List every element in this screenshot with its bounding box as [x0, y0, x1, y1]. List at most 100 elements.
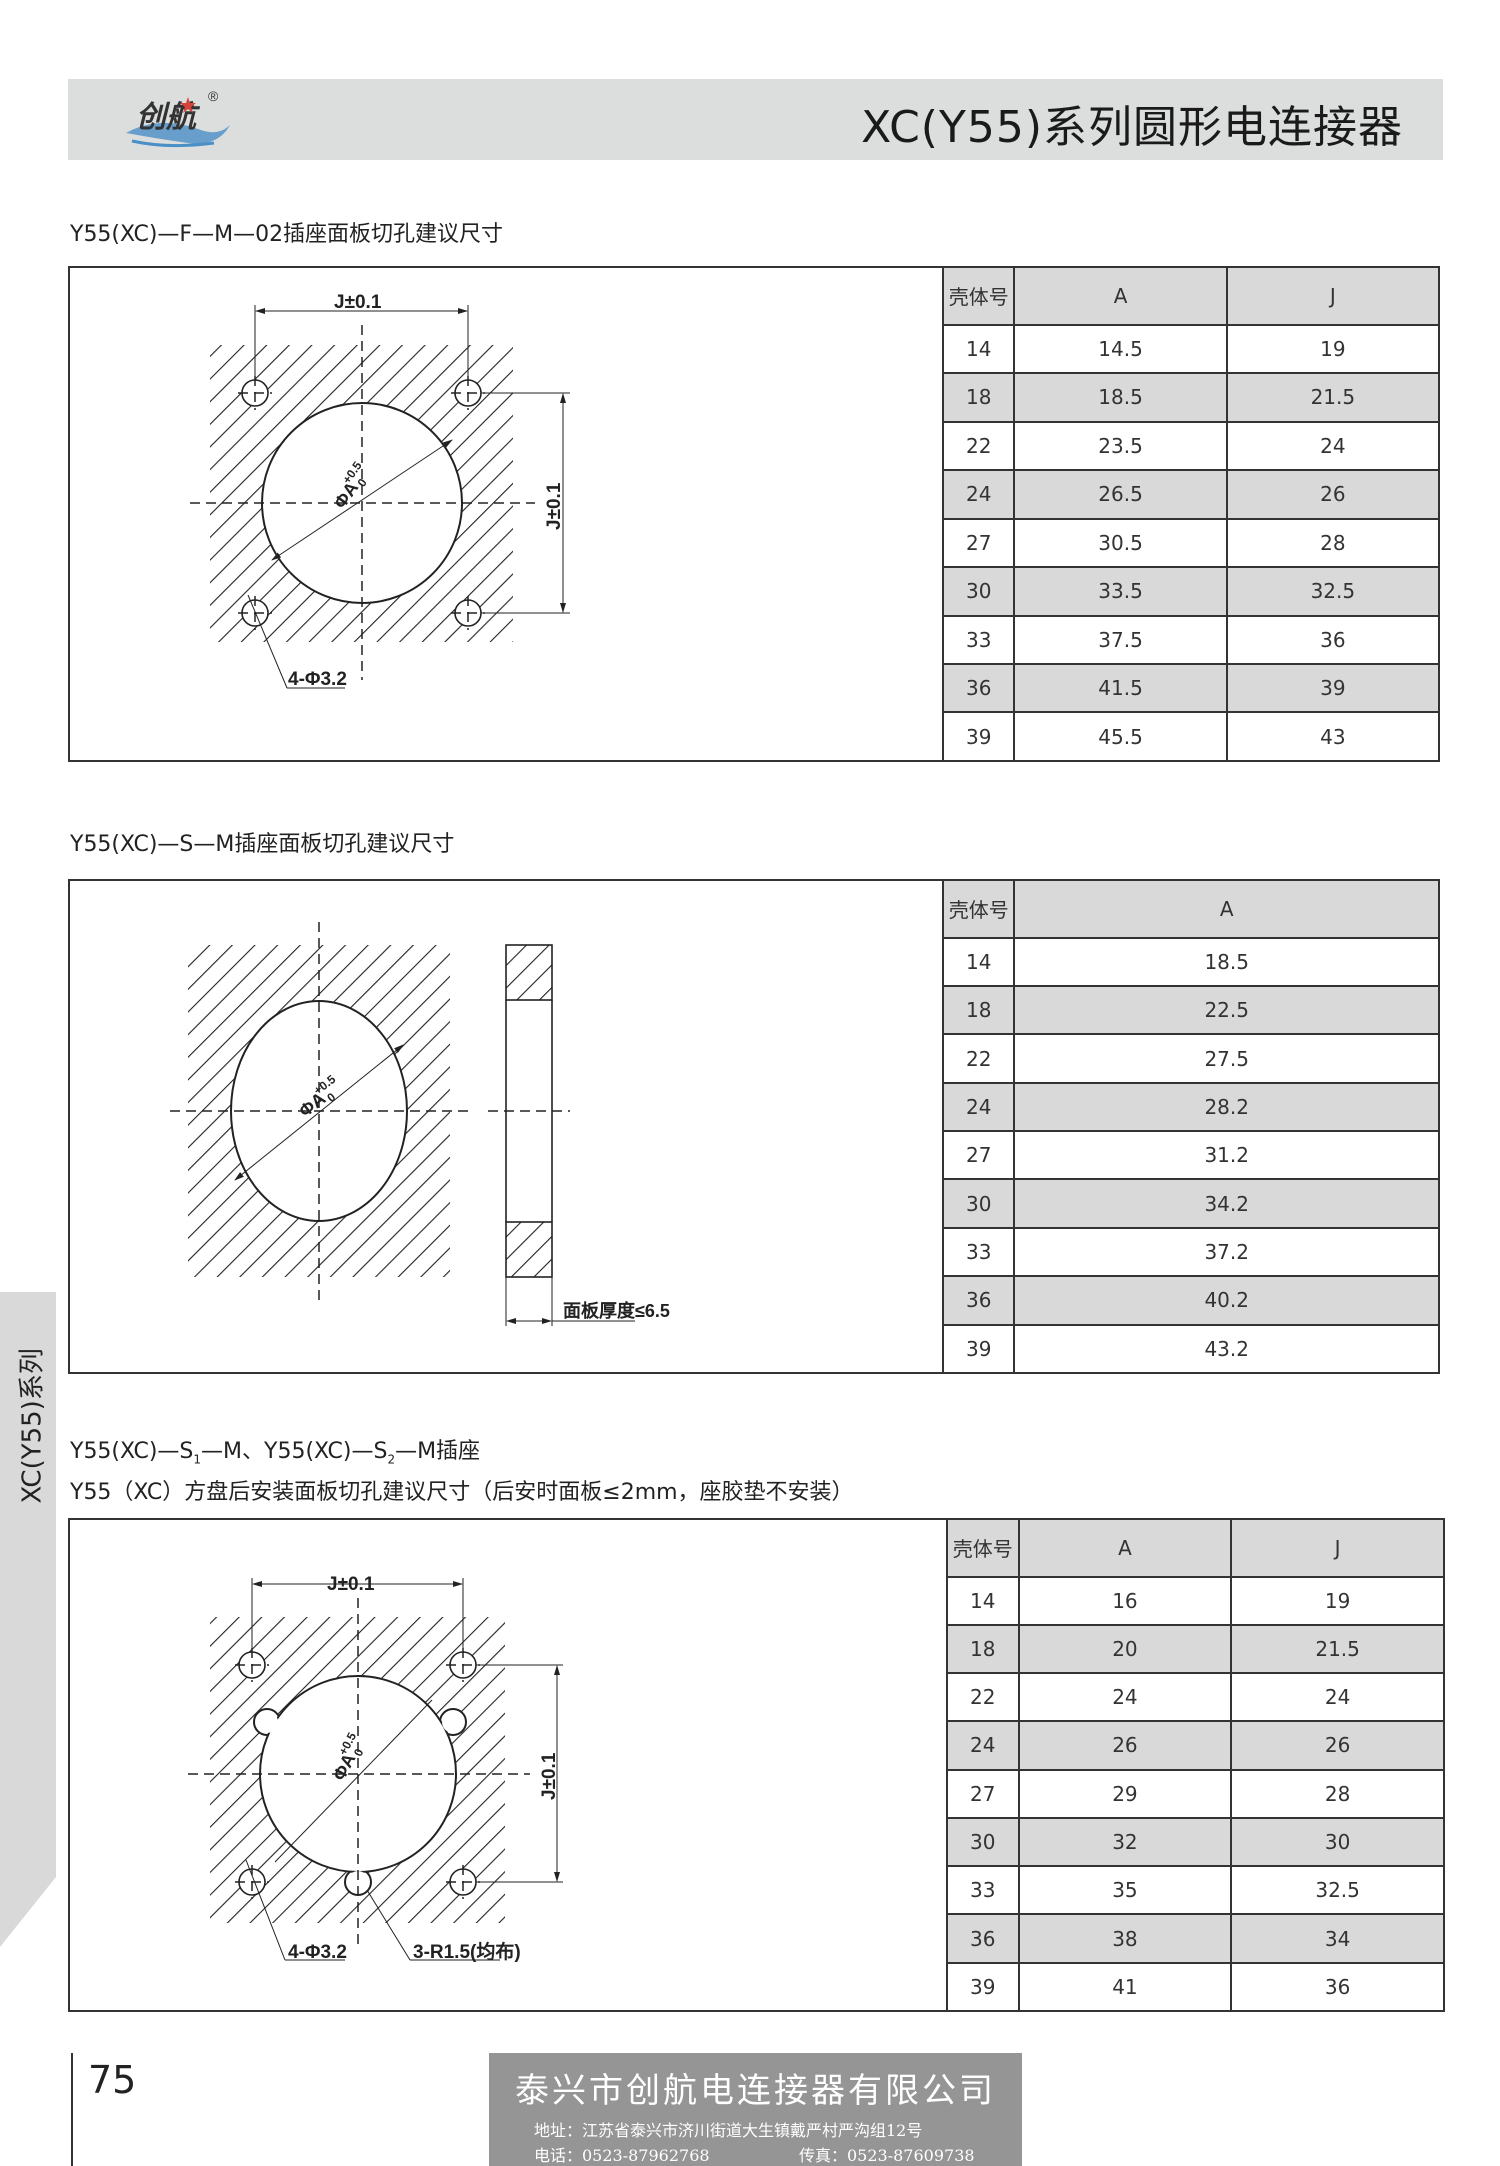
table-row: 39 43.2 — [941, 1323, 1440, 1375]
company-fax: 传真：0523-87609738 — [799, 2146, 975, 2165]
table-cell: 18 — [941, 372, 1016, 423]
table-row: 18 18.5 21.5 — [941, 372, 1441, 423]
table-row: 30 32 30 — [946, 1816, 1445, 1868]
company-logo: 创航 ® — [126, 88, 230, 148]
title-subscript: 1 — [193, 1452, 202, 1467]
drawing-f-m-02: J±0.1 J±0.1 ΦA +0.5 0 4-Φ3.2 — [190, 292, 570, 690]
side-tab — [0, 1292, 56, 1947]
table-cell: 19 — [1230, 1575, 1445, 1626]
table-row: 22 24 24 — [946, 1672, 1445, 1723]
column-header: A — [1017, 1518, 1233, 1578]
table-cell: 43 — [1225, 711, 1441, 762]
table-cell: 21.5 — [1225, 372, 1441, 423]
section-3-subtitle: Y55（XC）方盘后安装面板切孔建议尺寸（后安时面板≤2mm，座胶垫不安装） — [70, 1480, 854, 1505]
table-cell: 43.2 — [1013, 1323, 1440, 1375]
company-phone: 电话：0523-87962768 — [534, 2146, 710, 2165]
table-cell: 18.5 — [1013, 372, 1228, 423]
table-header-row: 壳体号 A J — [946, 1518, 1445, 1578]
table-cell: 30.5 — [1013, 517, 1228, 569]
table-row: 33 35 32.5 — [946, 1865, 1445, 1916]
table-cell: 28 — [1225, 517, 1441, 569]
holes-label: 4-Φ3.2 — [288, 1942, 347, 1963]
table-cell: 28 — [1230, 1768, 1445, 1819]
table-cell: 30 — [941, 1178, 1016, 1229]
section-3-title: Y55(XC)—S1—M、Y55(XC)—S2—M插座 — [70, 1433, 480, 1466]
table-cell: 33 — [946, 1865, 1020, 1916]
panel-side-view — [505, 944, 635, 1326]
column-header: A — [1013, 879, 1440, 939]
table-row: 14 16 19 — [946, 1575, 1445, 1626]
table-row: 30 34.2 — [941, 1178, 1440, 1229]
table-cell: 14.5 — [1013, 323, 1228, 375]
table-cell: 37.2 — [1013, 1226, 1440, 1278]
notches-label: 3-R1.5(均布) — [413, 1940, 521, 1963]
dim-j-vertical: J±0.1 — [544, 482, 565, 530]
table-cell: 18 — [941, 985, 1016, 1036]
table-cell: 33 — [941, 1226, 1016, 1278]
title-part: —M插座 — [395, 1439, 481, 1464]
table-cell: 41.5 — [1013, 662, 1228, 714]
table-cell: 35 — [1017, 1865, 1233, 1916]
table-cell: 24 — [1230, 1672, 1445, 1723]
table-row: 18 20 21.5 — [946, 1623, 1445, 1675]
table-row: 22 23.5 24 — [941, 420, 1441, 472]
column-header: 壳体号 — [946, 1518, 1020, 1578]
section-2-table: 壳体号 A 14 18.5 18 22.5 22 27.5 24 28.2 27 31.2 30 34.2… — [941, 879, 1440, 1375]
table-row: 33 37.2 — [941, 1226, 1440, 1278]
table-row: 27 29 28 — [946, 1768, 1445, 1819]
table-cell: 26 — [1230, 1720, 1445, 1771]
section-1-title: Y55(XC)—F—M—02插座面板切孔建议尺寸 — [70, 222, 504, 247]
table-cell: 24 — [1225, 420, 1441, 472]
table-cell: 28.2 — [1013, 1081, 1440, 1133]
table-cell: 34.2 — [1013, 1178, 1440, 1229]
column-header: J — [1230, 1518, 1445, 1578]
table-cell: 14 — [946, 1575, 1020, 1626]
table-row: 14 18.5 — [941, 936, 1440, 988]
table-row: 36 40.2 — [941, 1275, 1440, 1326]
table-cell: 32.5 — [1225, 566, 1441, 617]
table-row: 24 26 26 — [946, 1720, 1445, 1771]
company-footer: 泰兴市创航电连接器有限公司 地址：江苏省泰兴市济川街道大生镇戴严村严沟组12号 … — [489, 2053, 1022, 2166]
table-cell: 27 — [941, 1130, 1016, 1181]
table-cell: 24 — [941, 469, 1016, 520]
table-row: 30 33.5 32.5 — [941, 566, 1441, 617]
holes-label: 4-Φ3.2 — [288, 669, 347, 690]
table-cell: 18.5 — [1013, 936, 1440, 988]
table-cell: 39 — [941, 711, 1016, 762]
drawing-s-m: ΦA +0.5 0 面板厚度≤6.5 — [170, 922, 670, 1326]
table-cell: 30 — [941, 566, 1016, 617]
table-row: 33 37.5 36 — [941, 614, 1441, 665]
table-cell: 22 — [941, 1033, 1016, 1084]
table-cell: 22.5 — [1013, 985, 1440, 1036]
table-row: 39 41 36 — [946, 1961, 1445, 2013]
svg-text:®: ® — [208, 88, 219, 104]
title-part: Y55(XC)—S — [70, 1439, 194, 1464]
table-cell: 20 — [1017, 1623, 1233, 1675]
table-cell: 39 — [1225, 662, 1441, 714]
table-cell: 23.5 — [1013, 420, 1228, 472]
table-cell: 22 — [946, 1672, 1020, 1723]
table-row: 36 41.5 39 — [941, 662, 1441, 714]
section-3-table: 壳体号 A J 14 16 19 18 20 21.5 22 24 24 24 26 26 27 29 28 30 3… — [946, 1518, 1445, 2013]
table-cell: 26.5 — [1013, 469, 1228, 520]
thickness-label: 面板厚度≤6.5 — [563, 1300, 670, 1321]
table-cell: 36 — [1225, 614, 1441, 665]
table-cell: 32 — [1017, 1816, 1233, 1868]
title-subscript: 2 — [387, 1452, 396, 1467]
table-row: 36 38 34 — [946, 1913, 1445, 1964]
table-cell: 33.5 — [1013, 566, 1228, 617]
drawing-s1-s2-m: J±0.1 J±0.1 ΦA +0.5 0 4-Φ3.2 3-R1.5(均布) — [188, 1574, 563, 1963]
table-cell: 21.5 — [1230, 1623, 1445, 1675]
table-row: 24 28.2 — [941, 1081, 1440, 1133]
table-cell: 18 — [946, 1623, 1020, 1675]
table-cell: 29 — [1017, 1768, 1233, 1819]
table-cell: 37.5 — [1013, 614, 1228, 665]
table-row: 39 45.5 43 — [941, 711, 1441, 762]
page-title: XC(Y55)系列圆形电连接器 — [861, 102, 1403, 153]
table-cell: 36 — [941, 662, 1016, 714]
column-header: 壳体号 — [941, 879, 1016, 939]
table-cell: 36 — [946, 1913, 1020, 1964]
company-name: 泰兴市创航电连接器有限公司 — [515, 2071, 996, 2111]
page-header: 创航 ® XC(Y55)系列圆形电连接器 — [68, 79, 1443, 160]
table-cell: 32.5 — [1230, 1865, 1445, 1916]
